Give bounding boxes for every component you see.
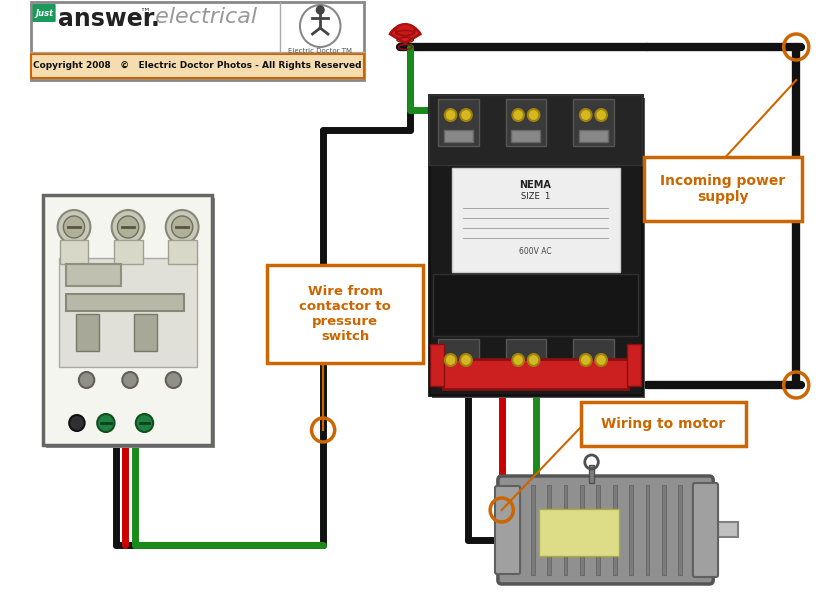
Circle shape	[300, 5, 341, 47]
FancyBboxPatch shape	[31, 2, 364, 80]
FancyBboxPatch shape	[430, 95, 642, 165]
Circle shape	[165, 372, 181, 388]
FancyBboxPatch shape	[580, 485, 584, 575]
FancyBboxPatch shape	[511, 130, 540, 142]
FancyBboxPatch shape	[430, 344, 444, 386]
Text: Incoming power
supply: Incoming power supply	[661, 174, 785, 204]
Circle shape	[528, 109, 539, 121]
Text: Wiring to motor: Wiring to motor	[601, 417, 725, 431]
Text: Wire from
contactor to
pressure
switch: Wire from contactor to pressure switch	[299, 285, 391, 343]
FancyBboxPatch shape	[563, 485, 568, 575]
FancyBboxPatch shape	[58, 258, 197, 367]
Text: Just: Just	[35, 8, 53, 18]
Text: Copyright 2008   ©   Electric Doctor Photos - All Rights Reserved: Copyright 2008 © Electric Doctor Photos …	[33, 62, 361, 71]
FancyBboxPatch shape	[531, 485, 534, 575]
FancyBboxPatch shape	[547, 485, 551, 575]
Text: electrical: electrical	[149, 7, 258, 27]
Circle shape	[580, 109, 592, 121]
Circle shape	[111, 210, 145, 244]
FancyBboxPatch shape	[627, 344, 641, 386]
FancyBboxPatch shape	[646, 485, 650, 575]
FancyBboxPatch shape	[168, 240, 197, 264]
FancyBboxPatch shape	[573, 99, 614, 146]
FancyBboxPatch shape	[498, 476, 713, 584]
Text: ™: ™	[140, 8, 150, 18]
FancyBboxPatch shape	[629, 485, 633, 575]
Text: SIZE  1: SIZE 1	[521, 192, 550, 201]
FancyBboxPatch shape	[438, 99, 479, 146]
FancyBboxPatch shape	[505, 99, 546, 146]
FancyBboxPatch shape	[662, 485, 666, 575]
FancyBboxPatch shape	[32, 4, 56, 22]
Text: Electric Doctor TM: Electric Doctor TM	[288, 48, 352, 54]
FancyBboxPatch shape	[31, 54, 364, 78]
Circle shape	[528, 354, 539, 366]
FancyBboxPatch shape	[495, 486, 520, 574]
Text: NEMA: NEMA	[519, 180, 552, 190]
FancyBboxPatch shape	[612, 485, 617, 575]
FancyBboxPatch shape	[438, 339, 479, 386]
Circle shape	[63, 216, 85, 238]
Circle shape	[165, 210, 199, 244]
Circle shape	[445, 109, 456, 121]
Circle shape	[79, 372, 94, 388]
FancyBboxPatch shape	[505, 339, 546, 386]
FancyBboxPatch shape	[444, 130, 473, 142]
FancyBboxPatch shape	[43, 195, 212, 445]
FancyBboxPatch shape	[432, 98, 645, 398]
Circle shape	[580, 354, 592, 366]
FancyBboxPatch shape	[267, 265, 423, 363]
FancyBboxPatch shape	[60, 240, 88, 264]
FancyBboxPatch shape	[76, 314, 99, 351]
Text: answer.: answer.	[57, 7, 160, 31]
FancyBboxPatch shape	[539, 509, 618, 556]
Ellipse shape	[396, 24, 415, 36]
FancyBboxPatch shape	[588, 465, 594, 483]
FancyBboxPatch shape	[66, 294, 184, 311]
FancyBboxPatch shape	[430, 95, 642, 395]
Circle shape	[117, 216, 139, 238]
Circle shape	[513, 109, 524, 121]
Circle shape	[69, 415, 85, 431]
FancyBboxPatch shape	[46, 198, 215, 448]
FancyBboxPatch shape	[573, 339, 614, 386]
Wedge shape	[390, 25, 420, 43]
Circle shape	[317, 6, 324, 14]
FancyBboxPatch shape	[443, 359, 628, 389]
FancyBboxPatch shape	[644, 157, 802, 221]
FancyBboxPatch shape	[433, 274, 638, 336]
Circle shape	[445, 354, 456, 366]
FancyBboxPatch shape	[114, 240, 143, 264]
Circle shape	[460, 109, 472, 121]
FancyBboxPatch shape	[693, 483, 718, 577]
Circle shape	[97, 414, 115, 432]
Circle shape	[513, 354, 524, 366]
FancyBboxPatch shape	[581, 402, 746, 446]
Circle shape	[57, 210, 91, 244]
Circle shape	[460, 354, 472, 366]
Circle shape	[122, 372, 138, 388]
Circle shape	[595, 354, 607, 366]
Text: 600V AC: 600V AC	[519, 247, 552, 256]
Circle shape	[171, 216, 193, 238]
FancyBboxPatch shape	[678, 485, 682, 575]
FancyBboxPatch shape	[597, 485, 600, 575]
FancyBboxPatch shape	[451, 168, 620, 272]
Circle shape	[595, 109, 607, 121]
FancyBboxPatch shape	[134, 314, 157, 351]
FancyBboxPatch shape	[579, 130, 608, 142]
FancyBboxPatch shape	[711, 522, 738, 537]
Circle shape	[135, 414, 153, 432]
FancyBboxPatch shape	[66, 264, 121, 286]
